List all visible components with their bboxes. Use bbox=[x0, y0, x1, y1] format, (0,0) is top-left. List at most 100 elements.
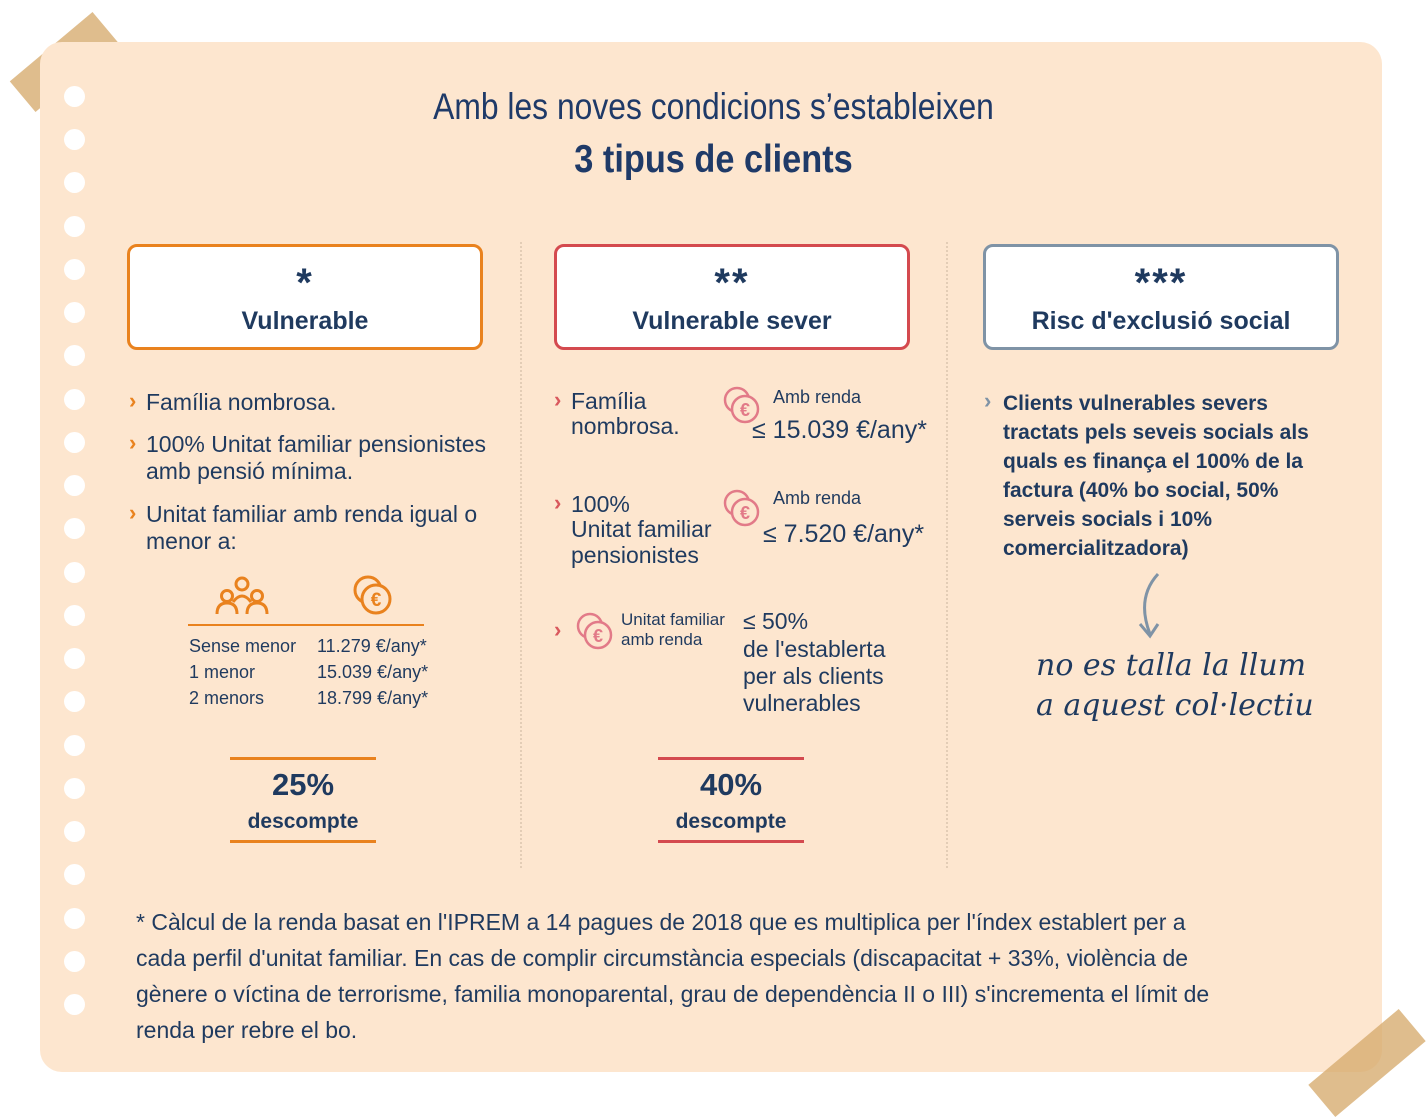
svg-text:€: € bbox=[740, 503, 750, 523]
table-value: 18.799 €/any* bbox=[317, 688, 429, 708]
renda-label: Amb renda bbox=[773, 387, 862, 407]
chevron-right-icon: › bbox=[554, 387, 562, 412]
table-rule bbox=[188, 624, 424, 626]
column-divider bbox=[520, 242, 522, 868]
curved-arrow-icon bbox=[1138, 572, 1160, 639]
list-item: pensionistes bbox=[571, 542, 699, 568]
svg-text:€: € bbox=[371, 590, 382, 611]
small-label: Unitat familiar bbox=[621, 610, 725, 629]
chevron-right-icon: › bbox=[984, 388, 992, 413]
footnote-line: gènere o víctina de terrorisme, familia … bbox=[136, 981, 1210, 1007]
text-line: comercialitzadora) bbox=[1003, 537, 1189, 560]
text-line: quals es finança el 100% de la bbox=[1003, 450, 1303, 473]
binding-hole bbox=[64, 345, 85, 366]
handwritten-note: a aquest col·lectiu bbox=[1036, 688, 1314, 723]
stars: ** bbox=[714, 261, 750, 305]
text-line: tractats pels seveis socials als bbox=[1003, 421, 1309, 444]
list-item: amb pensió mínima. bbox=[146, 458, 354, 484]
binding-hole bbox=[64, 518, 85, 539]
risc-description: Clients vulnerables severs tractats pels… bbox=[1003, 389, 1309, 563]
binding-hole bbox=[64, 951, 85, 972]
column-divider bbox=[946, 242, 948, 868]
renda-label: Amb renda bbox=[773, 488, 862, 508]
handwritten-note: no es talla la llum bbox=[1036, 648, 1307, 683]
binding-hole bbox=[64, 562, 85, 583]
discount-label: descompte bbox=[675, 810, 787, 833]
title-line-2: 3 tipus de clients bbox=[574, 138, 853, 181]
discount-bar-bottom bbox=[658, 840, 804, 843]
binding-hole bbox=[64, 864, 85, 885]
footnote-line: * Càlcul de la renda basat en l'IPREM a … bbox=[136, 909, 1186, 935]
binding-hole bbox=[64, 648, 85, 669]
chevron-right-icon: › bbox=[129, 500, 137, 525]
list-item: 100% Unitat familiar pensionistes bbox=[146, 431, 487, 457]
card-vulnerable-sever: ** Vulnerable sever bbox=[554, 244, 910, 350]
notebook-page bbox=[40, 42, 1382, 1072]
card-label: Risc d'exclusió social bbox=[1031, 307, 1291, 335]
list-item: Família nombrosa. bbox=[146, 389, 337, 415]
list-item: nombrosa. bbox=[571, 413, 680, 439]
discount-percent: 25% bbox=[271, 767, 335, 802]
binding-hole bbox=[64, 129, 85, 150]
renda-value: ≤ 15.039 €/any* bbox=[752, 416, 927, 444]
binding-hole bbox=[64, 908, 85, 929]
discount-bar-bottom bbox=[230, 840, 376, 843]
text-line: factura (40% bo social, 50% bbox=[1003, 479, 1279, 502]
card-risc-exclusio: *** Risc d'exclusió social bbox=[983, 244, 1339, 350]
binding-hole bbox=[64, 259, 85, 280]
binding-hole bbox=[64, 994, 85, 1015]
renda-value: ≤ 7.520 €/any* bbox=[763, 520, 925, 548]
table-label: Sense menor bbox=[189, 636, 297, 656]
binding-hole bbox=[64, 691, 85, 712]
small-label: amb renda bbox=[621, 630, 703, 649]
list-item: Unitat familiar amb renda igual o bbox=[146, 501, 478, 527]
discount-label: descompte bbox=[247, 810, 359, 833]
chevron-right-icon: › bbox=[129, 388, 137, 413]
binding-hole bbox=[64, 475, 85, 496]
list-item: de l'establerta bbox=[743, 636, 886, 662]
chevron-right-icon: › bbox=[129, 430, 137, 455]
svg-text:€: € bbox=[740, 400, 750, 420]
euro-coins-icon: € bbox=[723, 386, 760, 424]
card-label: Vulnerable sever bbox=[632, 307, 832, 335]
footnote-line: renda per rebre el bo. bbox=[136, 1017, 358, 1043]
people-icon bbox=[215, 576, 269, 615]
chevron-right-icon: › bbox=[554, 617, 562, 642]
euro-coins-icon: € bbox=[353, 575, 392, 615]
stars: *** bbox=[1134, 261, 1188, 305]
binding-hole bbox=[64, 821, 85, 842]
card-vulnerable: * Vulnerable bbox=[127, 244, 483, 350]
binding-hole bbox=[64, 172, 85, 193]
list-item: vulnerables bbox=[743, 690, 861, 716]
title-line-1: Amb les noves condicions s’estableixen bbox=[433, 86, 994, 127]
card-label: Vulnerable bbox=[241, 307, 369, 335]
text-line: Clients vulnerables severs bbox=[1003, 392, 1268, 415]
text-line: serveis socials i 10% bbox=[1003, 508, 1212, 531]
binding-hole bbox=[64, 735, 85, 756]
discount-bar-top bbox=[230, 757, 376, 760]
table-label: 2 menors bbox=[189, 688, 265, 708]
binding-hole bbox=[64, 86, 85, 107]
euro-coins-icon: € bbox=[723, 489, 760, 527]
discount-percent: 40% bbox=[699, 767, 763, 802]
chevron-right-icon: › bbox=[554, 490, 562, 515]
binding-hole bbox=[64, 302, 85, 323]
table-value: 11.279 €/any* bbox=[317, 636, 427, 656]
list-item: Família bbox=[571, 388, 647, 414]
binding-hole bbox=[64, 605, 85, 626]
euro-coins-icon: € bbox=[576, 612, 613, 650]
binding-hole bbox=[64, 216, 85, 237]
svg-text:€: € bbox=[593, 626, 603, 646]
list-item: Unitat familiar bbox=[571, 516, 712, 542]
discount-bar-top bbox=[658, 757, 804, 760]
binding-hole bbox=[64, 778, 85, 799]
list-item: menor a: bbox=[146, 528, 237, 554]
stars: * bbox=[296, 261, 314, 305]
binding-hole bbox=[64, 432, 85, 453]
list-item: per als clients bbox=[743, 663, 884, 689]
list-item: 100% bbox=[571, 491, 630, 517]
binding-hole bbox=[64, 389, 85, 410]
footnote: * Càlcul de la renda basat en l'IPREM a … bbox=[136, 904, 1326, 1048]
footnote-line: cada perfil d'unitat familiar. En cas de… bbox=[136, 945, 1189, 971]
list-item: ≤ 50% bbox=[743, 608, 809, 634]
